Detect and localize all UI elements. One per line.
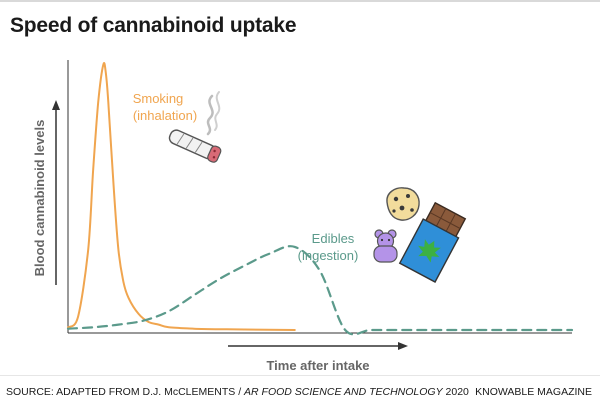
chocolate-bar-icon [398,201,467,283]
top-rule [0,0,600,2]
cookie-icon [386,187,420,221]
y-axis-arrow [52,100,60,285]
smoking-label-line1: Smoking [133,91,184,106]
chart-title: Speed of cannabinoid uptake [10,14,297,37]
smoking-label-line2: (inhalation) [133,108,197,123]
edibles-series-line [66,245,574,336]
source-note: SOURCE: ADAPTED FROM D.J. McCLEMENTS / A… [6,386,469,398]
gummy-bear-icon [373,229,398,263]
source-prefix: SOURCE: ADAPTED FROM D.J. McCLEMENTS / [6,386,245,398]
axes [67,60,572,334]
edibles-label-line1: Edibles [312,231,355,246]
joint-icon [168,91,222,163]
smoking-series-line [67,62,296,331]
brand-credit: KNOWABLE MAGAZINE [475,386,592,398]
bottom-rule [0,375,600,376]
x-axis-arrow [228,342,408,350]
series-layer [66,62,574,336]
y-axis-label: Blood cannabinoid levels [32,120,47,277]
smoking-series-label: Smoking (inhalation) [133,91,197,123]
source-journal: AR FOOD SCIENCE AND TECHNOLOGY [244,386,443,398]
x-axis-label: Time after intake [266,358,369,373]
edibles-series-label: Edibles (ingestion) [298,231,359,263]
edibles-label-line2: (ingestion) [298,248,359,263]
source-suffix: 2020 [442,386,469,398]
uptake-chart: Blood cannabinoid levels Time after inta… [32,60,574,373]
